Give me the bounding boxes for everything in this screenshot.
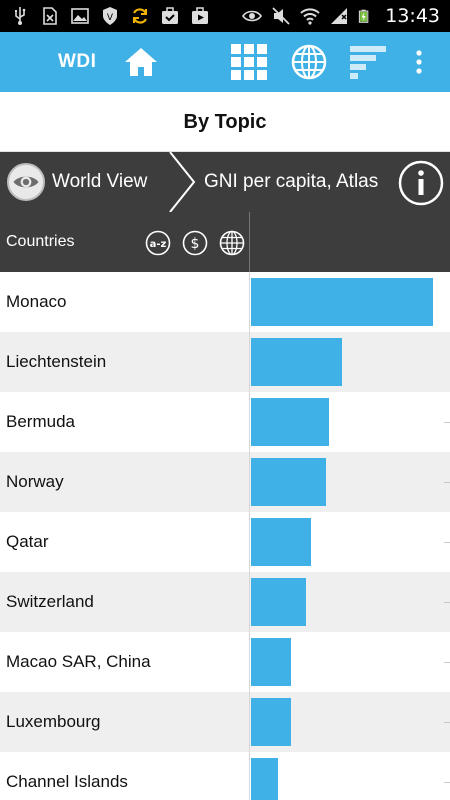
briefcase-check-icon [162, 7, 178, 24]
axis-tick [444, 542, 450, 543]
app-bar: WDI [0, 32, 450, 92]
breadcrumb-indicator[interactable]: GNI per capita, Atlas [204, 171, 392, 193]
axis-tick [444, 422, 450, 423]
signal-icon [331, 8, 348, 24]
sort-value-label: $ [191, 236, 200, 252]
countries-header: Countries [6, 233, 75, 250]
country-name: Macao SAR, China [6, 652, 151, 671]
axis-tick [444, 482, 450, 483]
sort-region-icon [219, 230, 245, 256]
chevron-right-icon [169, 152, 196, 212]
country-name: Bermuda [6, 412, 75, 431]
value-bar [251, 338, 342, 386]
value-bar [251, 578, 306, 626]
home-icon [125, 48, 157, 76]
bar-list-button[interactable] [350, 44, 386, 80]
table-row[interactable]: Monaco [0, 272, 450, 332]
mute-icon [272, 7, 290, 25]
eye-icon [242, 10, 263, 22]
sort-az-label: a-z [150, 239, 167, 250]
world-eye-icon [7, 163, 45, 201]
column-divider [249, 272, 250, 800]
info-button[interactable] [398, 160, 444, 206]
value-bar [251, 638, 291, 686]
sort-az-icon: a-z [145, 230, 171, 256]
sort-az-button[interactable]: a-z [145, 230, 171, 256]
axis-tick [444, 662, 450, 663]
battery-charging-icon [359, 9, 369, 23]
value-bar [251, 398, 329, 446]
value-bar [251, 758, 278, 800]
page-header: By Topic [0, 92, 450, 152]
table-row[interactable]: Macao SAR, China [0, 632, 450, 692]
axis-tick [444, 602, 450, 603]
table-row[interactable]: Channel Islands [0, 752, 450, 800]
table-row[interactable]: Bermuda [0, 392, 450, 452]
header-divider [249, 212, 250, 272]
country-name: Norway [6, 472, 64, 491]
axis-tick [444, 722, 450, 723]
country-name: Luxembourg [6, 712, 101, 731]
usb-icon [15, 7, 26, 25]
country-name: Liechtenstein [6, 352, 107, 371]
briefcase-play-icon [192, 7, 208, 24]
breadcrumb-world-view[interactable]: World View [0, 152, 172, 212]
image-icon [71, 8, 89, 24]
breadcrumb-item-1-label: World View [52, 171, 148, 192]
table-header: Countries a-z $ [0, 212, 450, 272]
app-title: WDI [58, 51, 97, 72]
value-bar [251, 518, 311, 566]
table-row[interactable]: Qatar [0, 512, 450, 572]
table-row[interactable]: Switzerland [0, 572, 450, 632]
shield-icon: V [103, 7, 117, 25]
grid-icon [231, 44, 267, 80]
table-row[interactable]: Luxembourg [0, 692, 450, 752]
overflow-menu-icon [416, 50, 422, 74]
value-bar [251, 698, 291, 746]
value-bar [251, 278, 433, 326]
globe-icon [291, 44, 327, 80]
bar-list-icon [350, 46, 386, 79]
status-bar: V 13:43 [0, 0, 450, 32]
status-left-icons: V [10, 6, 210, 26]
value-bar [251, 458, 326, 506]
table-row[interactable]: Norway [0, 452, 450, 512]
country-name: Qatar [6, 532, 49, 551]
home-button[interactable] [123, 44, 159, 80]
no-sim-icon [43, 7, 57, 25]
wifi-icon [300, 8, 320, 25]
country-name: Switzerland [6, 592, 94, 611]
country-name: Monaco [6, 292, 67, 311]
sort-value-button[interactable]: $ [182, 230, 208, 256]
table-row[interactable]: Liechtenstein [0, 332, 450, 392]
country-list: Monaco Liechtenstein Bermuda Norway Qatar Swi… [0, 272, 450, 800]
axis-tick [444, 782, 450, 783]
country-name: Channel Islands [6, 772, 128, 791]
globe-button[interactable] [291, 44, 327, 80]
status-time: 13:43 [385, 5, 440, 27]
overflow-menu-button[interactable] [404, 44, 434, 80]
grid-button[interactable] [231, 44, 267, 80]
breadcrumb: World View GNI per capita, Atlas [0, 152, 450, 212]
svg-text:V: V [107, 13, 114, 23]
sort-value-icon: $ [182, 230, 208, 256]
breadcrumb-item-2-label: GNI per capita, Atlas [204, 171, 379, 192]
sync-icon [132, 8, 148, 24]
page-title: By Topic [183, 111, 267, 133]
sort-region-button[interactable] [219, 230, 245, 256]
info-icon [398, 160, 444, 206]
status-right-icons: 13:43 [242, 5, 440, 27]
